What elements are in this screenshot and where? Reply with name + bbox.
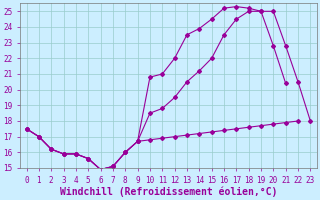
X-axis label: Windchill (Refroidissement éolien,°C): Windchill (Refroidissement éolien,°C) xyxy=(60,186,277,197)
